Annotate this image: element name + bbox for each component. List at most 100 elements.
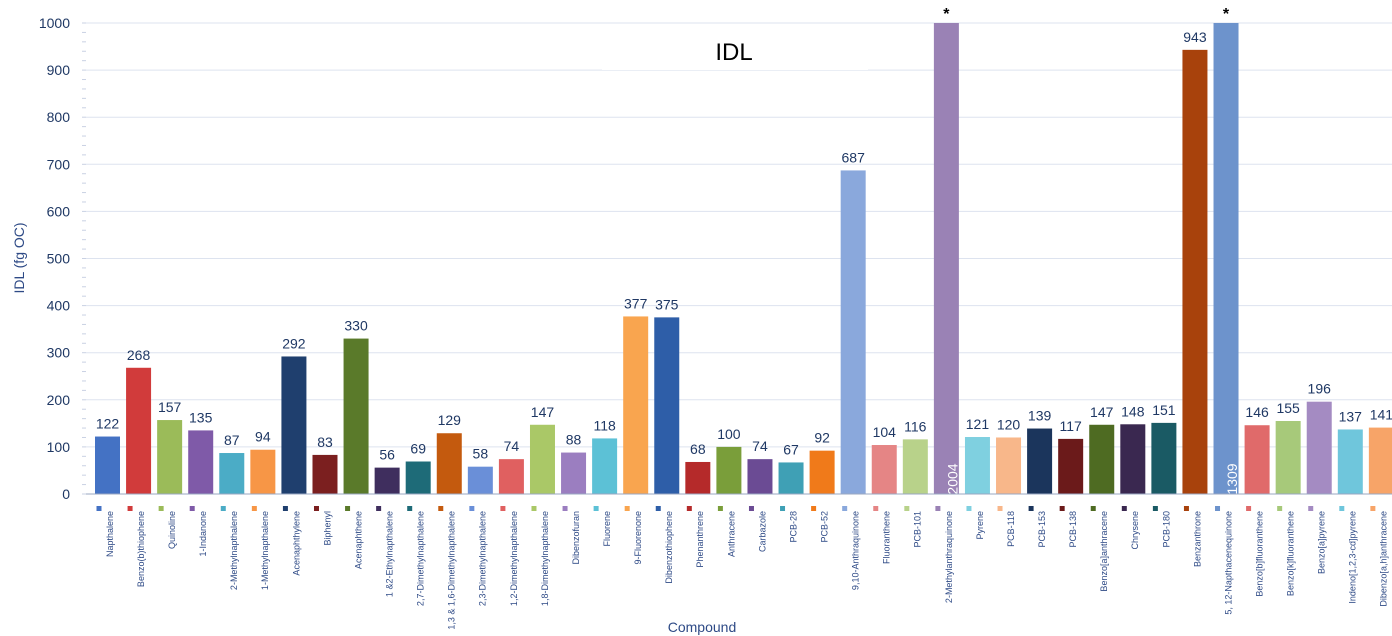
legend-key — [1090, 506, 1096, 511]
x-tick-label: Benzo(b)thiophene — [136, 511, 146, 587]
bar — [188, 430, 214, 494]
value-label: 88 — [566, 432, 582, 448]
bar — [1275, 420, 1301, 494]
value-label: 129 — [438, 412, 462, 428]
value-label: 92 — [814, 430, 830, 446]
value-label: 155 — [1276, 400, 1300, 416]
legend-key — [1277, 506, 1283, 511]
value-label: 330 — [344, 318, 368, 334]
legend-key — [935, 506, 941, 511]
bar — [871, 445, 897, 494]
value-label: 147 — [1090, 404, 1114, 420]
bar — [529, 424, 555, 494]
value-label: 139 — [1028, 408, 1052, 424]
value-label: 943 — [1183, 29, 1207, 45]
legend-key — [1370, 506, 1376, 511]
bar — [250, 449, 276, 494]
y-tick-label: 0 — [62, 486, 70, 502]
x-tick-label: PCB-153 — [1037, 511, 1047, 548]
bar — [219, 453, 245, 494]
x-tick-label: Fluoranthene — [882, 511, 892, 564]
value-label: 146 — [1245, 404, 1269, 420]
value-label: 69 — [410, 441, 426, 457]
bar — [840, 170, 866, 494]
x-tick-label: Dibenzothiophene — [664, 511, 674, 584]
x-tick-label: Napthalene — [105, 511, 115, 557]
value-label: 117 — [1060, 418, 1083, 434]
legend-key — [158, 506, 164, 511]
x-tick-label: 1,8-Dimethylnapthalene — [540, 511, 550, 606]
legend-key — [531, 506, 537, 511]
legend-key — [1308, 506, 1314, 511]
value-label: 94 — [255, 429, 271, 445]
legend-key — [96, 506, 102, 511]
bar — [964, 437, 990, 494]
legend-key — [748, 506, 754, 511]
legend-key — [1059, 506, 1065, 511]
x-tick-label: PCB-101 — [913, 511, 923, 548]
x-tick-label: 2,3-Dimethylnapthalene — [478, 511, 488, 606]
x-tick-label: Fluorene — [602, 511, 612, 547]
legend-key — [376, 506, 382, 511]
legend-key — [438, 506, 444, 511]
value-label: 151 — [1152, 402, 1176, 418]
x-tick-label: Anthracene — [726, 511, 736, 557]
value-label: 377 — [624, 295, 648, 311]
y-tick-label: 400 — [47, 298, 71, 314]
x-tick-label: PCB-180 — [1161, 511, 1171, 548]
x-tick-label: PCB-138 — [1068, 511, 1078, 548]
x-tick-label: 1-Methylnapthalene — [260, 511, 270, 590]
bar — [1182, 49, 1208, 495]
x-tick-label: 1 &2-Ethylnapthalene — [385, 511, 395, 597]
bars — [95, 23, 1392, 495]
legend-key — [500, 506, 506, 511]
value-label: 87 — [224, 432, 240, 448]
legend-key — [189, 506, 195, 511]
legend-key — [1339, 506, 1345, 511]
value-label: 100 — [717, 426, 741, 442]
bar — [592, 438, 618, 494]
value-labels: 122 268 157 135 87 94 292 83 330 56 69 129 58 74 147 88… — [96, 6, 1392, 495]
x-tick-label: 5, 12-Napthacenequinone — [1223, 511, 1233, 615]
value-label: 74 — [752, 438, 768, 454]
bar — [343, 338, 369, 494]
value-label: 141 — [1370, 407, 1392, 423]
value-label: 157 — [158, 399, 182, 415]
value-label: 148 — [1121, 403, 1145, 419]
x-tick-label: 1,2-Dimethylnapthalene — [509, 511, 519, 606]
legend-key — [717, 506, 723, 511]
y-tick-label: 1000 — [39, 15, 70, 31]
bar — [809, 450, 835, 494]
legend-key — [127, 506, 133, 511]
x-tick-label: PCB-28 — [788, 511, 798, 543]
x-tick-label: Indeno[1,2,3-cd]pyrene — [1348, 511, 1358, 604]
value-label: 118 — [593, 417, 616, 433]
bar — [747, 459, 773, 494]
value-label: 68 — [690, 441, 706, 457]
x-tick-label: Dibenzofuran — [571, 511, 581, 565]
legend-key — [811, 506, 817, 511]
x-tick-label: Dibenzo[a,h]anthracene — [1379, 511, 1389, 607]
x-tick-label: 2-Methylnapthalene — [229, 511, 239, 590]
y-tick-label: 900 — [47, 62, 71, 78]
bar — [654, 317, 680, 494]
legend-key — [842, 506, 848, 511]
legend-key — [624, 506, 630, 511]
x-tick-label: 1,3 & 1,6-Dimethylnapthalene — [447, 511, 457, 630]
x-tick-label: 1-Indanone — [198, 511, 208, 557]
y-axis-ticks: 0 100 200 300 400 500 600 700 800 900 1000 — [39, 15, 86, 502]
x-tick-label: Benzo[b]fluoranthene — [1254, 511, 1264, 597]
bar — [312, 454, 338, 494]
off-scale-marker: * — [1223, 6, 1230, 23]
bar — [1027, 428, 1053, 494]
x-tick-label: Benzo[a]pyrene — [1317, 511, 1327, 574]
bar — [778, 462, 804, 494]
bar — [933, 23, 959, 494]
bar — [1244, 425, 1270, 494]
title-background — [602, 30, 868, 70]
bar — [436, 433, 462, 494]
y-tick-label: 200 — [47, 392, 71, 408]
chart-title: IDL — [715, 39, 752, 66]
